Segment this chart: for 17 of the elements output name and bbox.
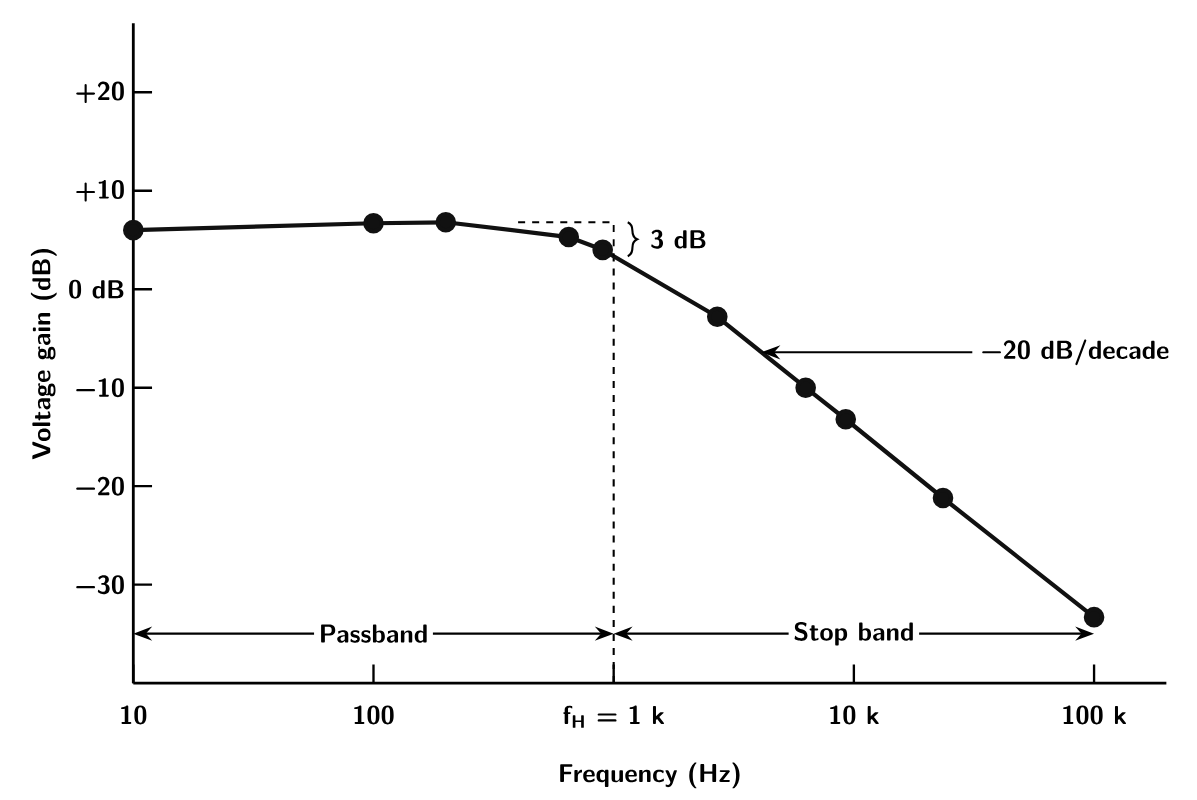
y-tick-label: 0 dB [69, 279, 124, 299]
y-axis-title: Voltage gain (dB) [30, 249, 57, 460]
x-axis-title: Frequency (Hz) [560, 762, 740, 789]
annotation: Stop band [794, 622, 913, 646]
y-tick-label: −10 [76, 378, 124, 398]
annotation: Passband [321, 624, 427, 643]
y-tick-label: +10 [76, 180, 124, 202]
x-tick-label: 10 k [830, 705, 879, 725]
x-tick-label: 100 [354, 705, 394, 725]
y-tick-label: −30 [76, 575, 124, 595]
x-tick-label: 100 k [1063, 705, 1126, 725]
y-tick-label: −20 [76, 476, 124, 496]
x-tick-label: 10 [121, 705, 147, 725]
annotation: −20 dB/decade [982, 339, 1169, 366]
annotation: 3 dB [651, 229, 706, 249]
x-tick-label: f$_{H}$ = 1 k [563, 705, 664, 728]
y-tick-label: +20 [76, 81, 124, 104]
